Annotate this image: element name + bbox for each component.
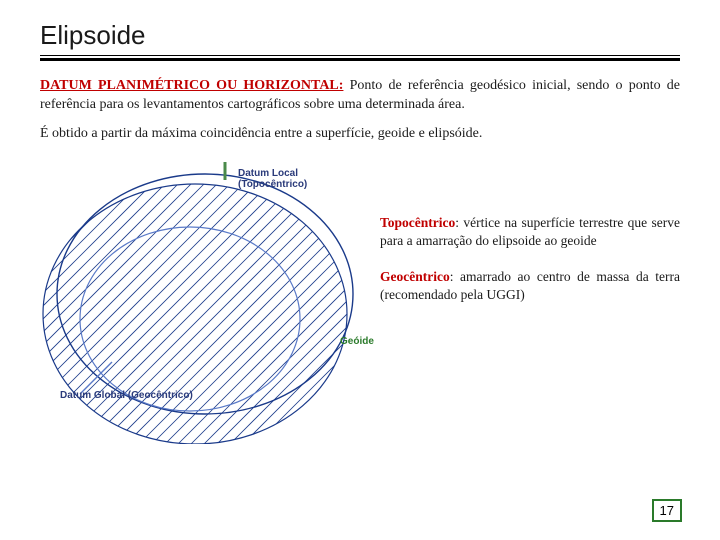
- term-geocentrico: Geocêntrico: [380, 269, 450, 284]
- label-datum-global: Datum Global (Geocêntrico): [60, 390, 193, 401]
- page-title: Elipsoide: [40, 20, 680, 51]
- page-number: 17: [652, 499, 682, 522]
- paragraph-obtido: É obtido a partir da máxima coincidência…: [40, 125, 680, 144]
- geoid-outline: [43, 184, 347, 444]
- definitions-column: Topocêntrico: vértice na superfície terr…: [380, 154, 680, 434]
- term-topocentrico: Topocêntrico: [380, 215, 455, 230]
- label-geoide: Geóide: [340, 336, 374, 347]
- datum-lead: DATUM PLANIMÉTRICO OU HORIZONTAL:: [40, 78, 343, 93]
- ellipse-diagram: Datum Local (Topocêntrico) Geóide Datum …: [40, 154, 360, 434]
- def-topocentrico: Topocêntrico: vértice na superfície terr…: [380, 214, 680, 250]
- content-row: Datum Local (Topocêntrico) Geóide Datum …: [40, 154, 680, 434]
- title-underline: [40, 55, 680, 61]
- label-datum-local: Datum Local (Topocêntrico): [238, 168, 360, 190]
- geocentric-ellipse: [80, 227, 300, 411]
- def-geocentrico: Geocêntrico: amarrado ao centro de massa…: [380, 268, 680, 304]
- paragraph-datum: DATUM PLANIMÉTRICO OU HORIZONTAL: Ponto …: [40, 77, 680, 115]
